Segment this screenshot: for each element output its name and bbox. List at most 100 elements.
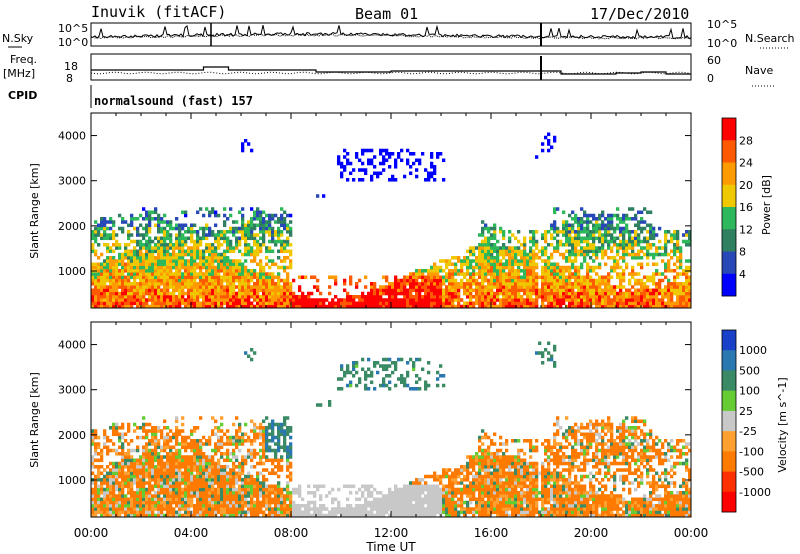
- echo-cell: [487, 226, 491, 231]
- echo-cell: [262, 220, 266, 224]
- echo-cell: [382, 288, 386, 293]
- echo-cell: [178, 301, 182, 306]
- echo-cell: [361, 152, 365, 156]
- echo-cell: [184, 298, 188, 302]
- echo-cell: [634, 291, 638, 296]
- echo-cell: [160, 243, 164, 247]
- echo-cell: [667, 282, 671, 286]
- echo-cell: [232, 468, 236, 472]
- echo-cell: [127, 474, 131, 479]
- echo-cell: [244, 500, 248, 505]
- echo-cell: [166, 435, 170, 440]
- echo-cell: [478, 269, 482, 273]
- echo-cell: [244, 478, 248, 482]
- echo-cell: [496, 246, 500, 250]
- echo-cell: [94, 275, 98, 280]
- echo-cell: [382, 301, 386, 306]
- echo-cell: [478, 265, 482, 270]
- echo-cell: [682, 288, 686, 293]
- echo-cell: [214, 285, 218, 289]
- echo-cell: [217, 259, 221, 263]
- echo-cell: [616, 217, 620, 221]
- echo-cell: [439, 301, 443, 306]
- echo-cell: [286, 236, 290, 241]
- echo-cell: [607, 288, 611, 293]
- echo-cell: [208, 295, 212, 299]
- echo-cell: [571, 282, 575, 286]
- echo-cell: [571, 249, 575, 254]
- echo-cell: [502, 243, 506, 247]
- echo-cell: [118, 304, 122, 309]
- echo-cell: [481, 265, 485, 270]
- echo-cell: [184, 484, 188, 489]
- echo-cell: [184, 275, 188, 280]
- echo-cell: [337, 161, 341, 166]
- echo-cell: [610, 226, 614, 231]
- echo-cell: [121, 298, 125, 302]
- echo-cell: [481, 243, 485, 247]
- echo-cell: [121, 230, 125, 234]
- echo-cell: [247, 252, 251, 257]
- echo-cell: [625, 265, 629, 270]
- echo-cell: [178, 285, 182, 289]
- echo-cell: [235, 285, 239, 289]
- echo-cell: [142, 272, 146, 276]
- echo-cell: [109, 288, 113, 293]
- echo-cell: [286, 291, 290, 296]
- echo-cell: [175, 513, 179, 518]
- echo-cell: [118, 510, 122, 515]
- echo-cell: [385, 285, 389, 289]
- echo-cell: [157, 455, 161, 459]
- echo-cell: [202, 478, 206, 482]
- echo-cell: [490, 249, 494, 254]
- echo-cell: [133, 246, 137, 250]
- echo-cell: [259, 278, 263, 283]
- echo-cell: [598, 265, 602, 270]
- echo-cell: [556, 226, 560, 231]
- echo-cell: [193, 301, 197, 306]
- echo-cell: [568, 265, 572, 270]
- echo-cell: [532, 272, 536, 276]
- echo-cell: [154, 445, 158, 450]
- echo-cell: [370, 158, 374, 163]
- echo-cell: [154, 439, 158, 443]
- echo-cell: [265, 272, 269, 276]
- echo-cell: [214, 246, 218, 250]
- echo-cell: [235, 262, 239, 267]
- echo-cell: [409, 291, 413, 296]
- echo-cell: [484, 252, 488, 257]
- echo-cell: [148, 269, 152, 273]
- echo-cell: [685, 291, 689, 296]
- echo-cell: [430, 269, 434, 273]
- echo-cell: [526, 275, 530, 280]
- echo-cell: [139, 494, 143, 498]
- echo-cell: [505, 262, 509, 267]
- echo-cell: [211, 282, 215, 286]
- echo-cell: [172, 262, 176, 267]
- echo-cell: [598, 288, 602, 293]
- echo-cell: [277, 256, 281, 260]
- echo-cell: [208, 455, 212, 459]
- echo-cell: [421, 295, 425, 299]
- echo-cell: [346, 158, 350, 163]
- echo-cell: [601, 249, 605, 254]
- echo-cell: [238, 484, 242, 489]
- echo-cell: [109, 233, 113, 237]
- echo-cell: [256, 484, 260, 489]
- echo-cell: [571, 295, 575, 299]
- echo-cell: [223, 487, 227, 492]
- echo-cell: [247, 142, 251, 146]
- echo-cell: [211, 249, 215, 254]
- echo-cell: [493, 272, 497, 276]
- echo-cell: [106, 487, 110, 492]
- echo-cell: [481, 275, 485, 280]
- echo-cell: [253, 304, 257, 309]
- echo-cell: [595, 217, 599, 221]
- echo-cell: [151, 295, 155, 299]
- echo-cell: [280, 246, 284, 250]
- echo-cell: [190, 272, 194, 276]
- echo-cell: [187, 246, 191, 250]
- echo-cell: [163, 243, 167, 247]
- echo-cell: [478, 288, 482, 293]
- echo-cell: [556, 249, 560, 254]
